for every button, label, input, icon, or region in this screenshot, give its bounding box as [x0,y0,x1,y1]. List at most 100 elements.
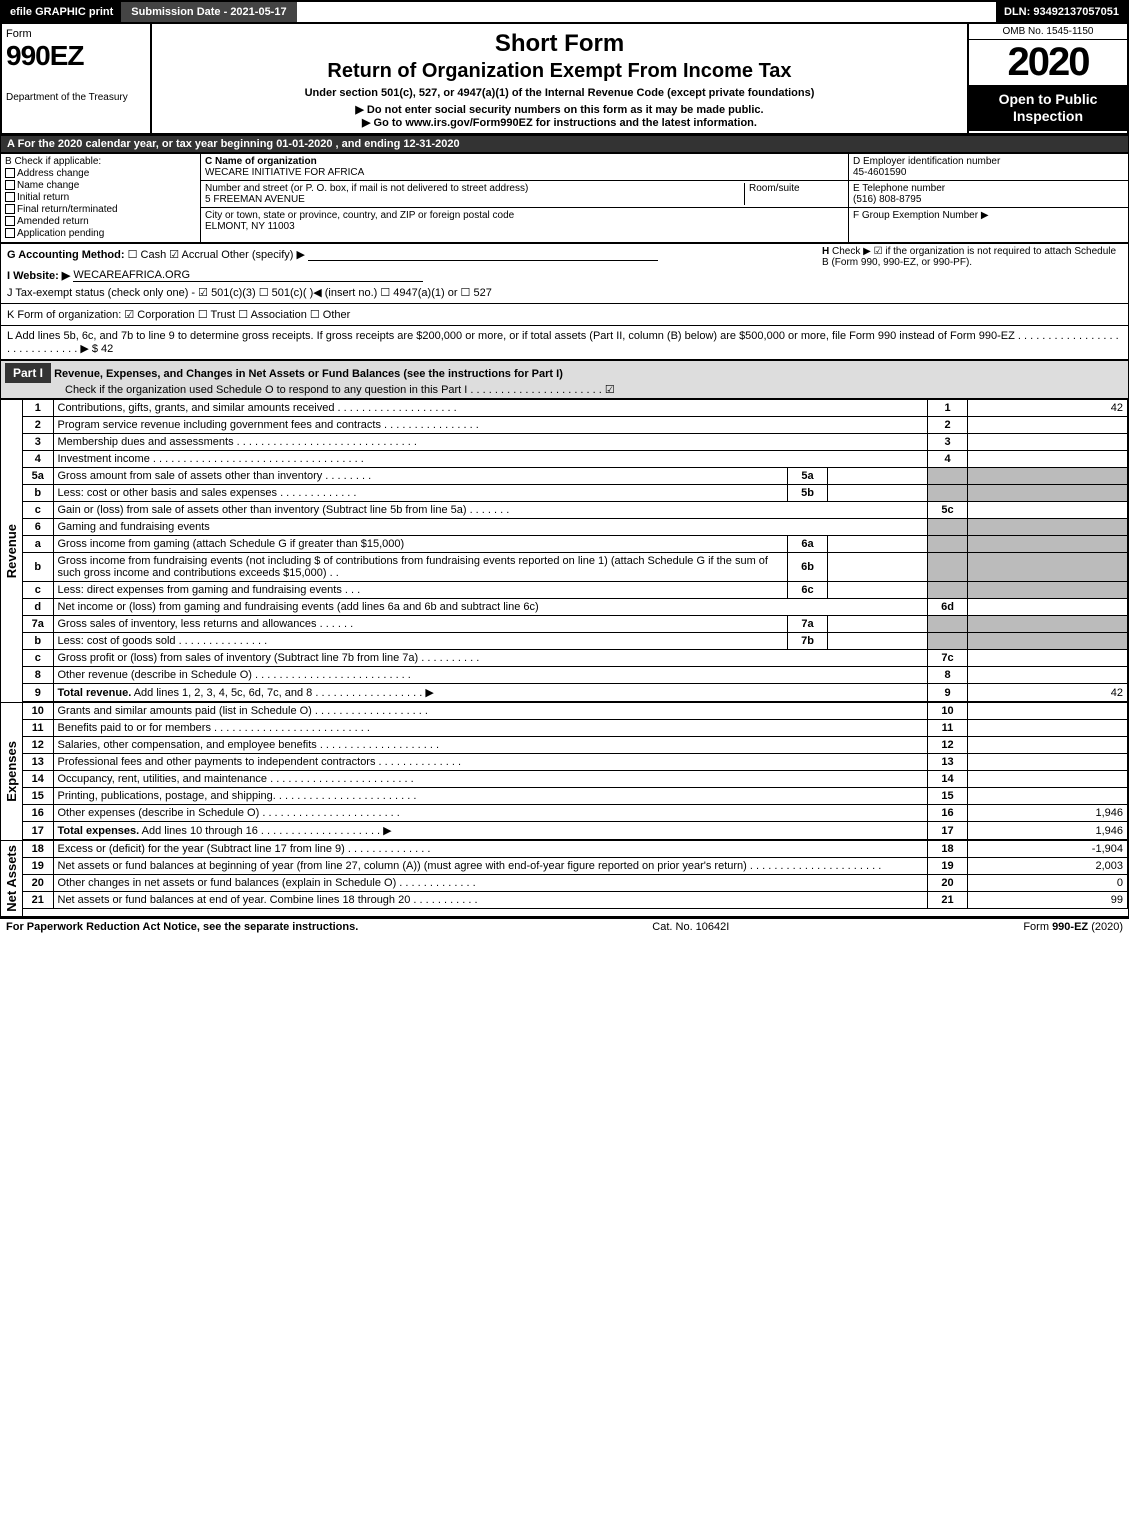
col-num: 4 [928,451,968,468]
chk-final-return[interactable]: Final return/terminated [5,204,196,215]
table-row: 20Other changes in net assets or fund ba… [23,875,1128,892]
col-num: 1 [928,400,968,417]
submission-date-label: Submission Date - 2021-05-17 [121,2,296,22]
line-desc: Benefits paid to or for members . . . . … [53,720,928,737]
col-val[interactable] [968,599,1128,616]
col-num: 6d [928,599,968,616]
table-row: cGain or (loss) from sale of assets othe… [23,502,1128,519]
line-desc: Net income or (loss) from gaming and fun… [53,599,928,616]
col-val[interactable] [968,451,1128,468]
i-value[interactable]: WECAREAFRICA.ORG [73,269,423,282]
table-row: 19Net assets or fund balances at beginni… [23,858,1128,875]
footer-left: For Paperwork Reduction Act Notice, see … [6,921,358,933]
col-val[interactable] [968,737,1128,754]
line-desc: Grants and similar amounts paid (list in… [53,703,928,720]
g-label: G Accounting Method: [7,249,125,261]
line-number: 8 [23,667,53,684]
row-org-name: C Name of organization WECARE INITIATIVE… [201,154,848,181]
addr-value: 5 FREEMAN AVENUE [205,194,305,205]
room-suite: Room/suite [744,183,844,205]
sub-val[interactable] [828,616,928,633]
part-i-check[interactable]: Check if the organization used Schedule … [65,384,615,396]
line-desc: Gross amount from sale of assets other t… [53,468,788,485]
g-options[interactable]: ☐ Cash ☑ Accrual Other (specify) ▶ [128,249,305,261]
col-val[interactable]: 99 [968,892,1128,909]
col-num [928,582,968,599]
col-num: 9 [928,684,968,702]
section-def: D Employer identification number 45-4601… [848,154,1128,242]
top-bar: efile GRAPHIC print Submission Date - 20… [0,0,1129,24]
chk-address-change[interactable]: Address change [5,168,196,179]
col-val[interactable] [968,754,1128,771]
section-bcdef: B Check if applicable: Address change Na… [0,153,1129,243]
col-val[interactable] [968,502,1128,519]
col-val[interactable]: 42 [968,684,1128,702]
sub-val[interactable] [828,485,928,502]
col-val[interactable] [968,650,1128,667]
netassets-vlabel: Net Assets [4,841,19,916]
header-left: Form 990EZ Department of the Treasury [2,24,152,133]
line-number: 15 [23,788,53,805]
col-val[interactable]: 0 [968,875,1128,892]
line-desc: Contributions, gifts, grants, and simila… [53,400,928,417]
col-val[interactable]: -1,904 [968,841,1128,858]
line-desc: Gross sales of inventory, less returns a… [53,616,788,633]
line-desc: Net assets or fund balances at beginning… [53,858,928,875]
col-val[interactable] [968,434,1128,451]
table-row: 10Grants and similar amounts paid (list … [23,703,1128,720]
note-url[interactable]: ▶ Go to www.irs.gov/Form990EZ for instru… [162,116,957,129]
col-val[interactable]: 1,946 [968,805,1128,822]
col-num: 12 [928,737,968,754]
chk-name-change[interactable]: Name change [5,180,196,191]
table-row: 3Membership dues and assessments . . . .… [23,434,1128,451]
part-i-label: Part I [5,363,51,383]
col-num [928,536,968,553]
col-val[interactable] [968,720,1128,737]
table-row: 7aGross sales of inventory, less returns… [23,616,1128,633]
part-i-title: Revenue, Expenses, and Changes in Net As… [54,368,563,380]
page-footer: For Paperwork Reduction Act Notice, see … [0,917,1129,935]
line-number: 17 [23,822,53,840]
b-title: B Check if applicable: [5,156,196,167]
chk-initial-return[interactable]: Initial return [5,192,196,203]
col-val[interactable] [968,771,1128,788]
header-right: OMB No. 1545-1150 2020 Open to Public In… [967,24,1127,133]
line-desc: Total expenses. Add lines 10 through 16 … [53,822,928,840]
sub-val[interactable] [828,582,928,599]
sub-val[interactable] [828,553,928,582]
form-label: Form [6,28,146,40]
sub-val[interactable] [828,468,928,485]
sub-val[interactable] [828,633,928,650]
line-number: b [23,553,53,582]
title-return: Return of Organization Exempt From Incom… [162,60,957,83]
col-val [968,553,1128,582]
table-row: dNet income or (loss) from gaming and fu… [23,599,1128,616]
col-val[interactable]: 2,003 [968,858,1128,875]
col-val[interactable] [968,703,1128,720]
section-c: C Name of organization WECARE INITIATIVE… [201,154,848,242]
chk-application-pending[interactable]: Application pending [5,228,196,239]
line-desc: Less: cost or other basis and sales expe… [53,485,788,502]
row-city: City or town, state or province, country… [201,208,848,234]
col-val[interactable]: 42 [968,400,1128,417]
efile-print-label[interactable]: efile GRAPHIC print [2,2,121,22]
row-address: Number and street (or P. O. box, if mail… [201,181,848,208]
topbar-spacer [297,2,996,22]
g-other-input[interactable] [308,260,658,261]
line-number: 6 [23,519,53,536]
col-val[interactable]: 1,946 [968,822,1128,840]
table-row: bLess: cost or other basis and sales exp… [23,485,1128,502]
line-number: 12 [23,737,53,754]
table-row: 8Other revenue (describe in Schedule O) … [23,667,1128,684]
line-j[interactable]: J Tax-exempt status (check only one) - ☑… [7,286,1122,299]
line-k[interactable]: K Form of organization: ☑ Corporation ☐ … [0,304,1129,326]
chk-amended-return[interactable]: Amended return [5,216,196,227]
sub-val[interactable] [828,536,928,553]
table-row: 12Salaries, other compensation, and empl… [23,737,1128,754]
col-num: 7c [928,650,968,667]
col-val[interactable] [968,788,1128,805]
expenses-vlabel-side: Expenses [1,703,23,840]
col-val[interactable] [968,417,1128,434]
col-val[interactable] [968,667,1128,684]
col-num [928,633,968,650]
